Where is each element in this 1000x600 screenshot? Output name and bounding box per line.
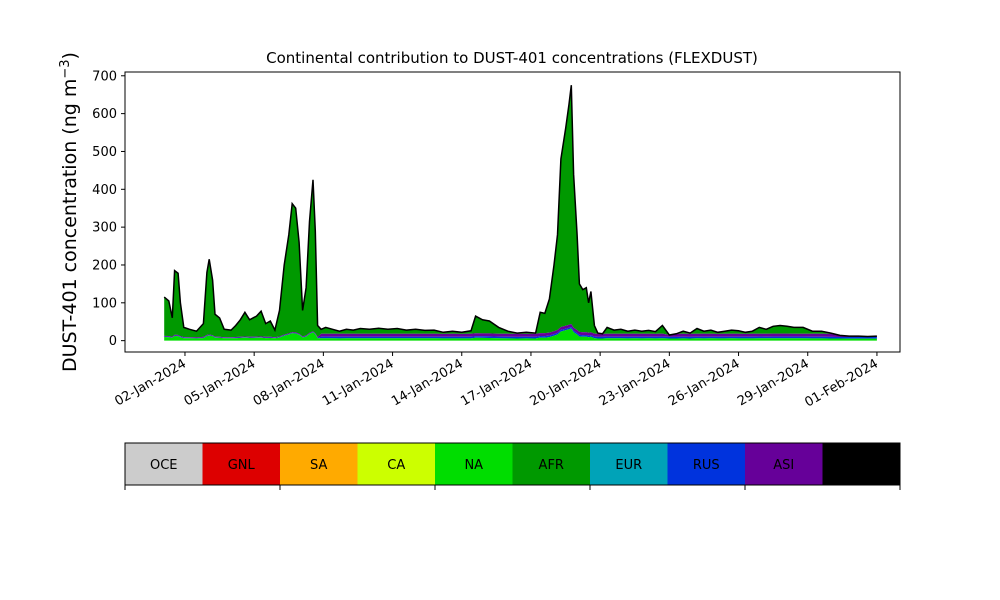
- y-axis-label: DUST-401 concentration (ng m−3): [58, 52, 81, 372]
- x-tick-label: 29-Jan-2024: [735, 356, 812, 409]
- legend-label-gnl: GNL: [228, 458, 256, 473]
- legend-swatch-eur: [590, 443, 668, 485]
- x-tick-label: 23-Jan-2024: [597, 356, 674, 409]
- total-line: [163, 85, 877, 338]
- x-tick-label: 20-Jan-2024: [528, 356, 605, 409]
- y-tick-label: 300: [92, 221, 117, 236]
- x-tick-label: 01-Feb-2024: [802, 356, 881, 410]
- series-area-rus: [164, 327, 877, 339]
- x-tick-label: 05-Jan-2024: [182, 356, 259, 409]
- legend-label-sa: SA: [310, 458, 327, 473]
- legend-swatch-gnl: [202, 443, 280, 485]
- chart-title: Continental contribution to DUST-401 con…: [266, 49, 758, 67]
- legend-label-rus: RUS: [693, 458, 720, 473]
- y-tick-label: 700: [92, 69, 117, 84]
- legend-frame: [124, 442, 901, 486]
- x-tick-label: 17-Jan-2024: [458, 356, 535, 409]
- legend-swatch-asi: [745, 443, 823, 485]
- y-tick-label: 0: [109, 334, 117, 349]
- y-tick-label: 500: [92, 145, 117, 160]
- legend-label-aus: AUS: [848, 458, 875, 473]
- y-tick-label: 200: [92, 258, 117, 273]
- y-tick-label: 400: [92, 183, 117, 198]
- legend-label-oce: OCE: [150, 458, 178, 473]
- legend-label-afr: AFR: [539, 458, 564, 473]
- x-tick-label: 08-Jan-2024: [251, 356, 328, 409]
- legend-swatch-rus: [667, 443, 745, 485]
- continent-legend: OCE GNL SA CA NA AFR EUR RUS ASI AUS: [124, 442, 901, 490]
- series-area-na: [164, 328, 877, 341]
- plot-area: 0 100 200 300 400 500 600 700 02-Jan-202405-Jan-…: [92, 69, 901, 410]
- legend-label-ca: CA: [387, 458, 405, 473]
- y-tick-label: 600: [92, 107, 117, 122]
- legend-swatch-oce: [125, 443, 203, 485]
- x-tick-label: 14-Jan-2024: [389, 356, 466, 409]
- plot-frame: [124, 71, 901, 353]
- legend-swatch-aus: [822, 443, 900, 485]
- legend-label-na: NA: [464, 458, 483, 473]
- legend-label-eur: EUR: [615, 458, 642, 473]
- y-tick-label: 100: [92, 296, 117, 311]
- legend-swatch-afr: [512, 443, 590, 485]
- legend-swatch-na: [435, 443, 513, 485]
- legend-label-asi: ASI: [773, 458, 794, 473]
- legend-swatch-ca: [357, 443, 435, 485]
- x-tick-label: 02-Jan-2024: [112, 356, 189, 409]
- legend-swatch-sa: [280, 443, 358, 485]
- series-area-asi: [164, 324, 877, 338]
- x-tick-label: 11-Jan-2024: [320, 356, 397, 409]
- series-area-afr: [164, 85, 877, 338]
- x-tick-label: 26-Jan-2024: [666, 356, 743, 409]
